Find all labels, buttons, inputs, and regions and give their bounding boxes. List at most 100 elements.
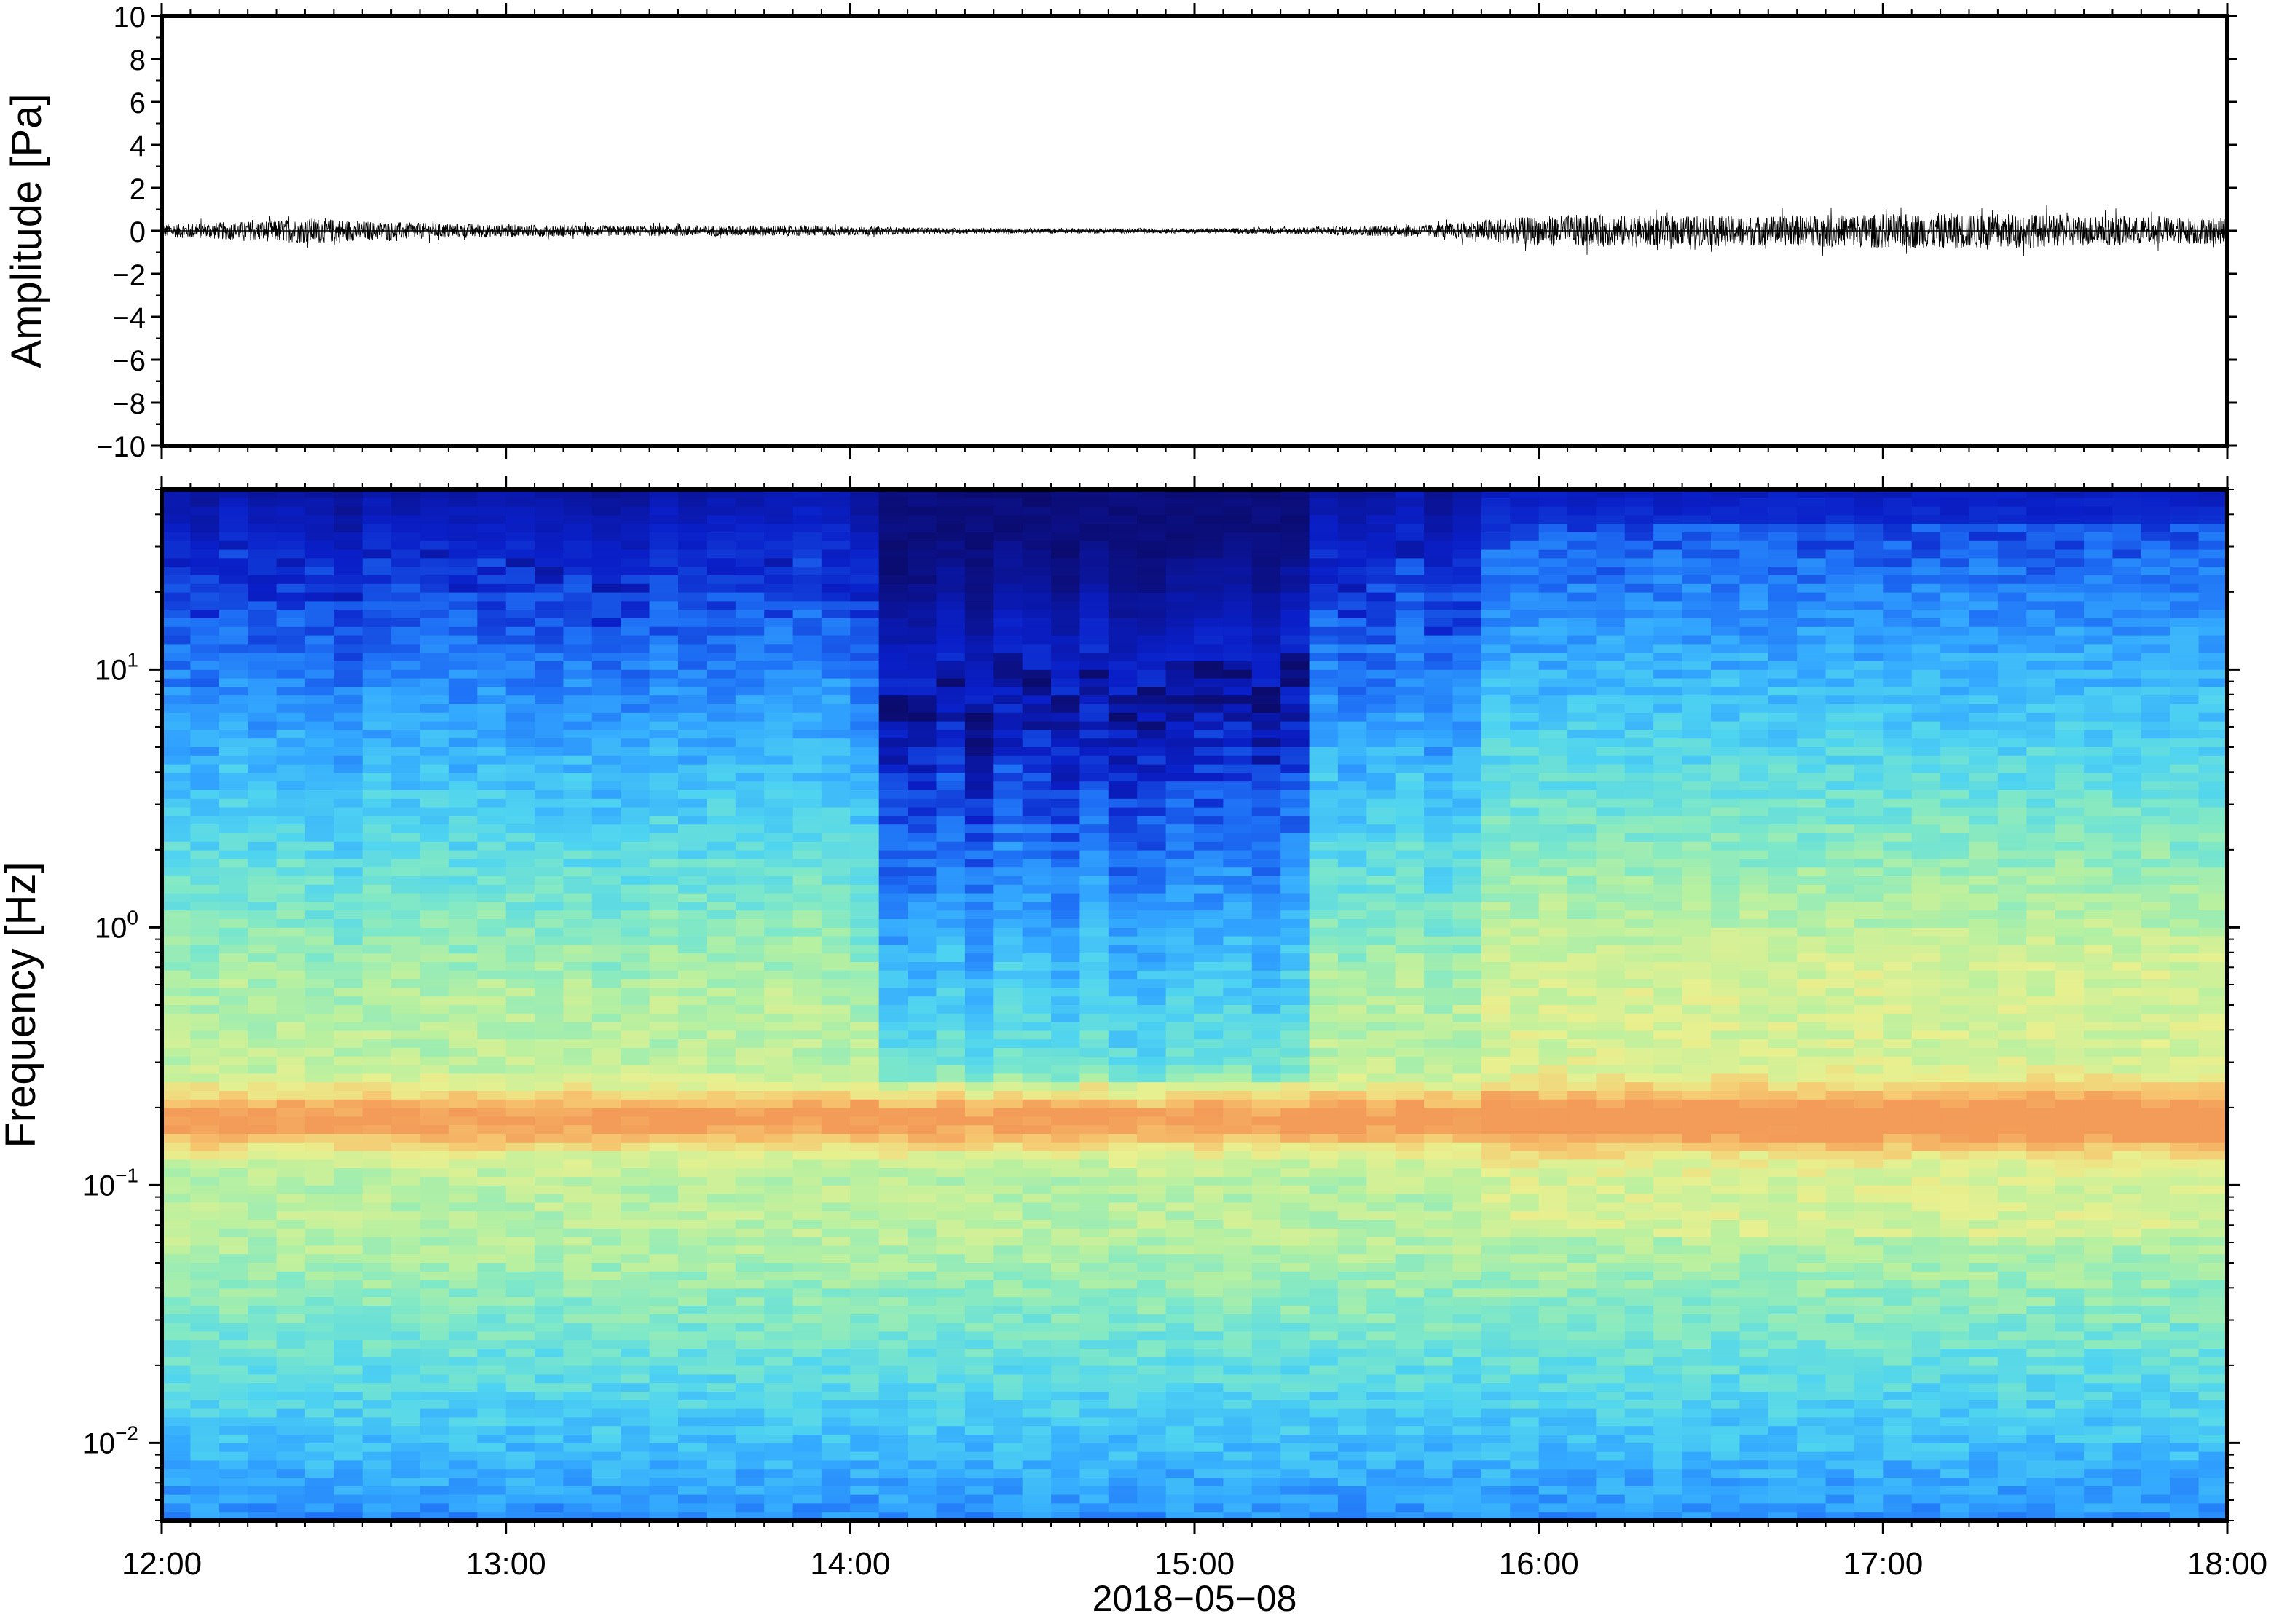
spectrogram-cell [1022, 850, 1052, 860]
spectrogram-cell [936, 618, 966, 628]
spectrogram-cell [477, 618, 507, 628]
spectrogram-cell [1079, 515, 1109, 524]
spectrogram-cell [1194, 816, 1224, 825]
spectrogram-cell [649, 635, 679, 645]
spectrogram-cell [391, 1400, 421, 1410]
spectrogram-cell [505, 816, 535, 825]
spectrogram-cell [1165, 1073, 1195, 1083]
spectrogram-cell [219, 1435, 248, 1444]
spectrogram-cell [1194, 1357, 1224, 1367]
spectrogram-cell [850, 1478, 880, 1487]
spectrogram-cell [649, 1142, 679, 1152]
spectrogram-cell [964, 1486, 995, 1496]
spectrogram-cell [477, 1202, 507, 1212]
spectrogram-cell [878, 618, 908, 628]
spectrogram-cell [276, 1486, 306, 1496]
spectrogram-cell [219, 618, 248, 628]
spectrogram-cell [908, 1408, 937, 1419]
spectrogram-cell [878, 1237, 908, 1247]
spectrogram-cell [908, 1494, 937, 1505]
spectrogram-cell [649, 1297, 679, 1306]
spectrogram-cell [707, 979, 736, 989]
spectrogram-cell [1251, 1494, 1281, 1505]
spectrogram-cell [1165, 738, 1195, 748]
spectrogram-cell [1022, 859, 1052, 868]
spectrogram-cell [792, 558, 822, 567]
spectrogram-cell [993, 1254, 1023, 1264]
spectrogram-cell [304, 996, 335, 1006]
spectrogram-cell [1194, 790, 1224, 800]
spectrogram-cell [707, 1151, 736, 1161]
spectrogram-cell [1251, 1271, 1281, 1281]
spectrogram-cell [792, 1194, 822, 1204]
spectrogram-cell [477, 1494, 507, 1505]
spectrogram-cell [850, 549, 880, 559]
spectrogram-cell [420, 1202, 449, 1212]
spectrogram-cell [448, 953, 479, 963]
spectrogram-cell [563, 738, 593, 748]
spectrogram-cell [908, 859, 937, 868]
spectrogram-cell [505, 1288, 535, 1298]
spectrogram-cell [764, 1314, 794, 1324]
spectrogram-cell [1137, 781, 1167, 791]
spectrogram-cell [477, 653, 507, 662]
spectrogram-cell [162, 1048, 192, 1057]
spectrogram-cell [936, 1392, 966, 1401]
spectrogram-cell [850, 1383, 880, 1392]
spectrogram-cell [591, 635, 621, 645]
spectrogram-cell [1251, 1099, 1281, 1109]
spectrogram-cell [334, 1194, 363, 1204]
spectrogram-cell [304, 953, 335, 963]
spectrogram-cell [964, 704, 995, 714]
spectrogram-cell [535, 1237, 564, 1247]
spectrogram-cell [448, 669, 479, 679]
spectrogram-cell [878, 1082, 908, 1092]
spectrogram-cell [219, 1125, 248, 1135]
spectrogram-cell [162, 721, 192, 731]
spectrogram-cell [735, 867, 765, 877]
spectrogram-cell [162, 841, 192, 851]
spectrogram-cell [362, 996, 392, 1006]
spectrogram-cell [908, 755, 937, 765]
spectrogram-cell [276, 936, 306, 946]
spectrogram-cell [1251, 902, 1281, 911]
spectrogram-cell [362, 1082, 392, 1092]
spectrogram-cell [850, 1357, 880, 1367]
spectrogram-cell [1223, 1245, 1253, 1255]
spectrogram-cell [936, 1048, 966, 1057]
spectrogram-cell [1223, 1451, 1253, 1462]
spectrogram-cell [391, 1478, 421, 1487]
spectrogram-cell [993, 841, 1023, 851]
spectrogram-cell [850, 721, 880, 731]
spectrogram-cell [1022, 747, 1052, 757]
spectrogram-cell [535, 558, 564, 567]
spectrogram-cell [190, 1185, 220, 1195]
spectrogram-cell [908, 1503, 937, 1513]
spectrogram-cell [649, 1159, 679, 1169]
spectrogram-cell [735, 1099, 765, 1109]
spectrogram-cell [936, 1211, 966, 1221]
spectrogram-cell [1051, 610, 1081, 619]
spectrogram-cell [190, 1280, 220, 1290]
spectrogram-cell [621, 644, 650, 653]
spectrogram-cell [420, 1263, 449, 1272]
spectrogram-cell [1079, 902, 1109, 911]
spectrogram-cell [162, 583, 192, 594]
spectrogram-cell [334, 1417, 363, 1427]
spectrogram-cell [391, 1134, 421, 1143]
spectrogram-cell [764, 1091, 794, 1100]
spectrogram-cell [707, 506, 736, 516]
spectrogram-cell [735, 1323, 765, 1333]
spectrogram-cell [304, 1108, 335, 1118]
spectrogram-cell [1022, 1254, 1052, 1264]
spectrogram-cell [1165, 867, 1195, 877]
spectrogram-cell [219, 549, 248, 559]
spectrogram-cell [591, 1323, 621, 1333]
spectrogram-cell [878, 859, 908, 868]
spectrogram-cell [477, 1177, 507, 1186]
spectrogram-cell [162, 1030, 192, 1040]
spectrogram-cell [1194, 1331, 1224, 1341]
spectrogram-cell [1079, 695, 1109, 705]
spectrogram-cell [821, 1022, 851, 1032]
spectrogram-cell [1108, 867, 1138, 877]
